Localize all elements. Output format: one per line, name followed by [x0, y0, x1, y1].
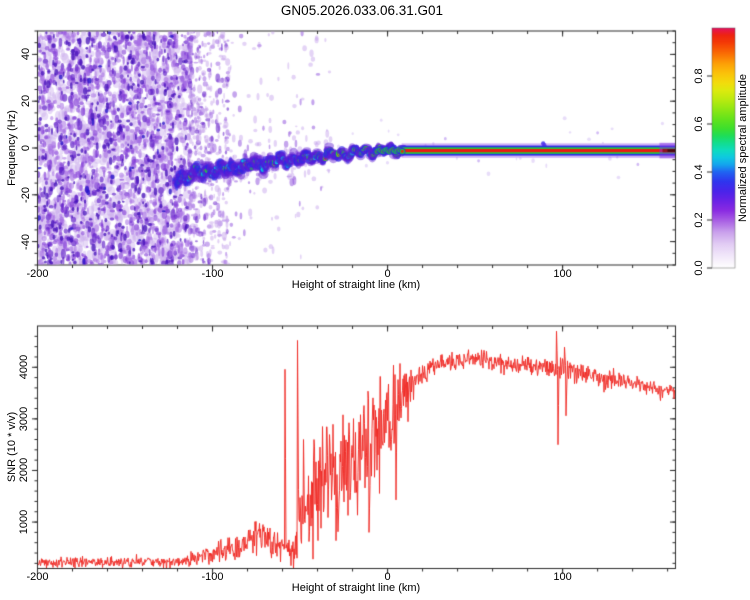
snr-y-tick-label: 1000 — [18, 509, 31, 535]
colorbar-tick-label: 0.2 — [693, 212, 706, 228]
colorbar-tick-label: 0.4 — [693, 164, 706, 180]
spectrogram-y-tick-label: 40 — [20, 48, 33, 61]
snr-x-tick-label: -100 — [201, 570, 224, 583]
colorbar-tick-label: 0.0 — [693, 260, 706, 276]
spectrogram-x-tick-label: 0 — [384, 267, 391, 280]
snr-x-tick-label: -200 — [26, 570, 49, 583]
spectrogram-x-tick-label: -200 — [26, 267, 49, 280]
snr-x-tick-label: 0 — [384, 570, 391, 583]
colorbar-tick-label: 0.6 — [693, 116, 706, 132]
colorbar-tick-label: 0.8 — [693, 68, 706, 84]
spectrogram-x-axis-title: Height of straight line (km) — [291, 279, 421, 291]
figure-title: GN05.2026.033.06.31.G01 — [280, 3, 444, 18]
snr-y-tick-label: 3000 — [18, 406, 31, 432]
spectrogram-x-tick-label: 100 — [553, 267, 572, 280]
snr-x-axis-title: Height of straight line (km) — [291, 582, 421, 594]
snr-y-tick-label: 2000 — [18, 458, 31, 483]
snr-y-axis-title: SNR (10 * v/v) — [6, 411, 19, 483]
spectrogram-y-tick-label: 0 — [20, 144, 33, 152]
spectrogram-y-axis-title: Frequency (Hz) — [6, 110, 19, 186]
colorbar-title: Normalized spectral amplitude — [737, 74, 750, 222]
snr-y-tick-label: 4000 — [18, 355, 31, 380]
spectrogram-y-tick-label: 20 — [20, 95, 33, 108]
snr-x-tick-label: 100 — [553, 570, 572, 583]
spectrogram-y-tick-label: -40 — [20, 233, 33, 250]
spectrogram-x-tick-label: -100 — [201, 267, 224, 280]
spectrogram-y-tick-label: -20 — [20, 186, 33, 203]
